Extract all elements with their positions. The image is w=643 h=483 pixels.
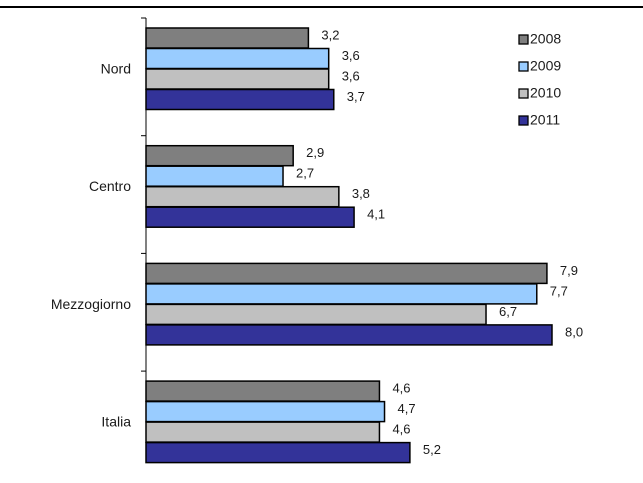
bar-mezzogiorno-2008 [145, 262, 548, 285]
category-label-nord: Nord [101, 60, 131, 76]
data-label-centro-2011: 4,1 [367, 207, 385, 222]
bar-nord-2008 [145, 27, 310, 49]
legend-label-2011: 2011 [530, 112, 560, 128]
bar-italia-2010 [145, 421, 381, 443]
bar-centro-2010 [145, 185, 340, 208]
legend-swatch-2008 [518, 34, 529, 45]
bar-nord-2009 [145, 47, 330, 70]
data-label-nord-2011: 3,7 [347, 89, 365, 104]
bar-centro-2009 [145, 165, 284, 187]
bar-centro-2008 [145, 144, 294, 167]
legend-label-2009: 2009 [530, 58, 561, 74]
legend-swatch-2009 [518, 61, 529, 72]
category-label-centro: Centro [89, 178, 131, 194]
data-label-centro-2009: 2,7 [296, 166, 314, 181]
bars-layer [145, 27, 553, 464]
category-label-mezzogiorno: Mezzogiorno [51, 296, 131, 312]
legend-swatch-2010 [518, 88, 529, 99]
legend-swatch-2011 [518, 115, 529, 126]
legend: 2008 2009 2010 2011 [518, 31, 561, 128]
data-label-nord-2010: 3,6 [342, 68, 360, 83]
data-label-nord-2008: 3,2 [321, 27, 339, 42]
bar-nord-2011 [145, 88, 335, 111]
bar-mezzogiorno-2011 [145, 324, 553, 346]
category-axis: Nord Centro Mezzogiorno Italia [51, 17, 147, 455]
category-label-italia: Italia [101, 414, 131, 430]
bar-mezzogiorno-2009 [145, 283, 538, 305]
data-label-mezzogiorno-2010: 6,7 [499, 304, 517, 319]
data-label-centro-2010: 3,8 [352, 186, 370, 201]
bar-italia-2008 [145, 380, 381, 402]
legend-label-2010: 2010 [530, 85, 561, 101]
legend-label-2008: 2008 [530, 31, 561, 47]
bar-centro-2011 [145, 206, 355, 228]
data-label-mezzogiorno-2009: 7,7 [550, 283, 568, 298]
data-label-italia-2008: 4,6 [392, 381, 410, 396]
data-label-italia-2009: 4,7 [398, 401, 416, 416]
bar-italia-2011 [145, 441, 411, 464]
data-label-mezzogiorno-2008: 7,9 [560, 263, 578, 278]
bar-mezzogiorno-2010 [145, 303, 487, 326]
data-label-italia-2010: 4,6 [392, 422, 410, 437]
bar-nord-2010 [145, 68, 330, 90]
data-label-nord-2009: 3,6 [342, 48, 360, 63]
data-label-italia-2011: 5,2 [423, 442, 441, 457]
data-label-centro-2008: 2,9 [306, 145, 324, 160]
data-label-mezzogiorno-2011: 8,0 [565, 324, 583, 339]
data-labels-layer: 3,23,63,63,72,92,73,84,17,97,76,78,04,64… [296, 27, 583, 457]
bar-italia-2009 [145, 400, 386, 423]
